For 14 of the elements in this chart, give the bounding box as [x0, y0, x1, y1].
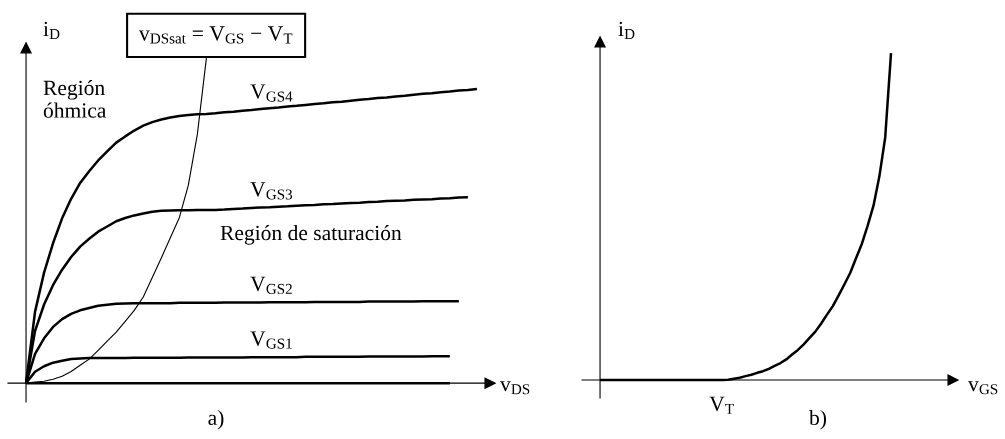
text: V$_{T}$	[709, 396, 734, 414]
y-axis-title: i$_{D}$	[618, 21, 635, 39]
annotation: Región óhmica	[43, 80, 107, 118]
series-label: V$_{GS1}$	[250, 331, 292, 349]
text: b)	[809, 409, 827, 430]
x-axis-title: v$_{DS}$	[500, 381, 530, 395]
series-label: v$_{DSsat}$ = V$_{GS}$ − V$_{T}$	[138, 26, 293, 44]
y-axis-title: i$_{D}$	[43, 21, 60, 39]
annotation: Región de saturación	[220, 225, 402, 245]
series-label: V$_{GS3}$	[250, 182, 293, 200]
x-axis-title: v$_{GS}$	[968, 381, 998, 395]
series-label: V$_{GS4}$	[250, 84, 293, 102]
text: a)	[208, 409, 224, 430]
series-label: V$_{GS2}$	[250, 276, 292, 294]
